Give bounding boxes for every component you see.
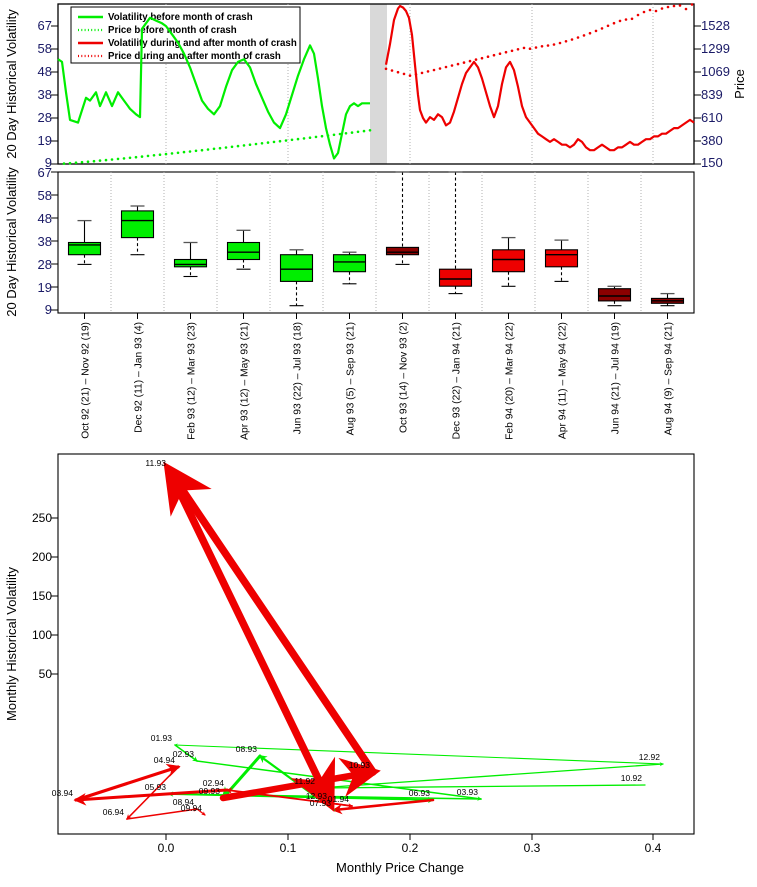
svg-text:06.94: 06.94	[103, 807, 125, 817]
svg-text:0.3: 0.3	[524, 841, 541, 855]
svg-text:03.93: 03.93	[457, 787, 479, 797]
svg-text:12.92: 12.92	[639, 752, 661, 762]
svg-text:58: 58	[38, 188, 52, 203]
svg-text:05.93: 05.93	[145, 782, 167, 792]
svg-text:Aug 94 (9) – Sep 94 (21): Aug 94 (9) – Sep 94 (21)	[664, 322, 675, 435]
svg-text:100: 100	[32, 628, 52, 642]
svg-text:08.93: 08.93	[236, 744, 258, 754]
svg-text:Price: Price	[732, 69, 747, 99]
svg-text:Feb 94 (20) – Mar 94 (22): Feb 94 (20) – Mar 94 (22)	[505, 322, 516, 440]
svg-text:Jun 94 (21) – Jul 94 (19): Jun 94 (21) – Jul 94 (19)	[611, 322, 622, 434]
svg-text:0.2: 0.2	[402, 841, 419, 855]
svg-text:48: 48	[38, 64, 52, 79]
svg-text:20 Day Historical Volatility: 20 Day Historical Volatility	[4, 167, 19, 317]
svg-text:50: 50	[39, 667, 53, 681]
svg-text:9: 9	[45, 302, 52, 317]
svg-text:67: 67	[38, 165, 52, 180]
svg-text:Oct 92 (21) – Nov 92 (19): Oct 92 (21) – Nov 92 (19)	[81, 322, 92, 439]
svg-text:01.93: 01.93	[151, 733, 173, 743]
svg-text:150: 150	[701, 155, 723, 170]
svg-text:67: 67	[38, 18, 52, 33]
svg-text:Feb 93 (12) – Mar 93 (23): Feb 93 (12) – Mar 93 (23)	[187, 322, 198, 440]
svg-text:01.94: 01.94	[328, 794, 350, 804]
svg-text:04.94: 04.94	[154, 755, 176, 765]
svg-text:38: 38	[38, 234, 52, 249]
svg-text:19: 19	[38, 133, 52, 148]
svg-text:48: 48	[38, 211, 52, 226]
svg-text:38: 38	[38, 87, 52, 102]
svg-text:839: 839	[701, 87, 723, 102]
svg-text:1528: 1528	[701, 18, 730, 33]
svg-text:0.1: 0.1	[280, 841, 297, 855]
svg-text:Monthly Historical Volatility: Monthly Historical Volatility	[4, 567, 19, 721]
svg-text:0.4: 0.4	[645, 841, 662, 855]
svg-text:1069: 1069	[701, 64, 730, 79]
svg-text:11.92: 11.92	[294, 776, 315, 786]
svg-text:Dec 92 (11) – Jan 93 (4): Dec 92 (11) – Jan 93 (4)	[134, 322, 145, 433]
svg-text:10.93: 10.93	[349, 760, 371, 770]
svg-text:58: 58	[38, 41, 52, 56]
svg-text:Aug 93 (5) – Sep 93 (21): Aug 93 (5) – Sep 93 (21)	[346, 322, 357, 435]
svg-text:200: 200	[32, 550, 52, 564]
svg-text:250: 250	[32, 511, 52, 525]
svg-text:0.0: 0.0	[158, 841, 175, 855]
svg-text:20 Day Historical Volatility: 20 Day Historical Volatility	[4, 9, 19, 159]
svg-text:380: 380	[701, 133, 723, 148]
svg-text:Monthly Price Change: Monthly Price Change	[336, 860, 464, 875]
svg-text:09.93: 09.93	[199, 786, 221, 796]
svg-text:10.92: 10.92	[621, 773, 643, 783]
svg-text:Oct 93 (14) – Nov 93 (2): Oct 93 (14) – Nov 93 (2)	[399, 322, 410, 433]
svg-text:Jun 93 (22) – Jul 93 (18): Jun 93 (22) – Jul 93 (18)	[293, 322, 304, 434]
svg-text:610: 610	[701, 110, 723, 125]
svg-text:Apr 94 (11) – May 94 (22): Apr 94 (11) – May 94 (22)	[558, 322, 569, 439]
svg-text:19: 19	[38, 280, 52, 295]
svg-text:02.93: 02.93	[173, 749, 195, 759]
svg-text:28: 28	[38, 110, 52, 125]
svg-text:Apr 93 (12) – May 93 (21): Apr 93 (12) – May 93 (21)	[240, 322, 251, 440]
svg-text:08.94: 08.94	[173, 797, 195, 807]
svg-text:28: 28	[38, 257, 52, 272]
svg-text:11.93: 11.93	[145, 458, 166, 468]
svg-text:06.93: 06.93	[409, 788, 431, 798]
svg-text:Price during and after month o: Price during and after month of crash	[108, 51, 281, 62]
svg-text:03.94: 03.94	[52, 788, 74, 798]
svg-text:1299: 1299	[701, 41, 730, 56]
svg-text:150: 150	[32, 589, 52, 603]
svg-text:Volatility during and after mo: Volatility during and after month of cra…	[108, 38, 297, 49]
svg-text:Volatility before month of cra: Volatility before month of crash	[108, 12, 253, 23]
svg-text:Dec 93 (22) – Jan 94 (21): Dec 93 (22) – Jan 94 (21)	[452, 322, 463, 439]
